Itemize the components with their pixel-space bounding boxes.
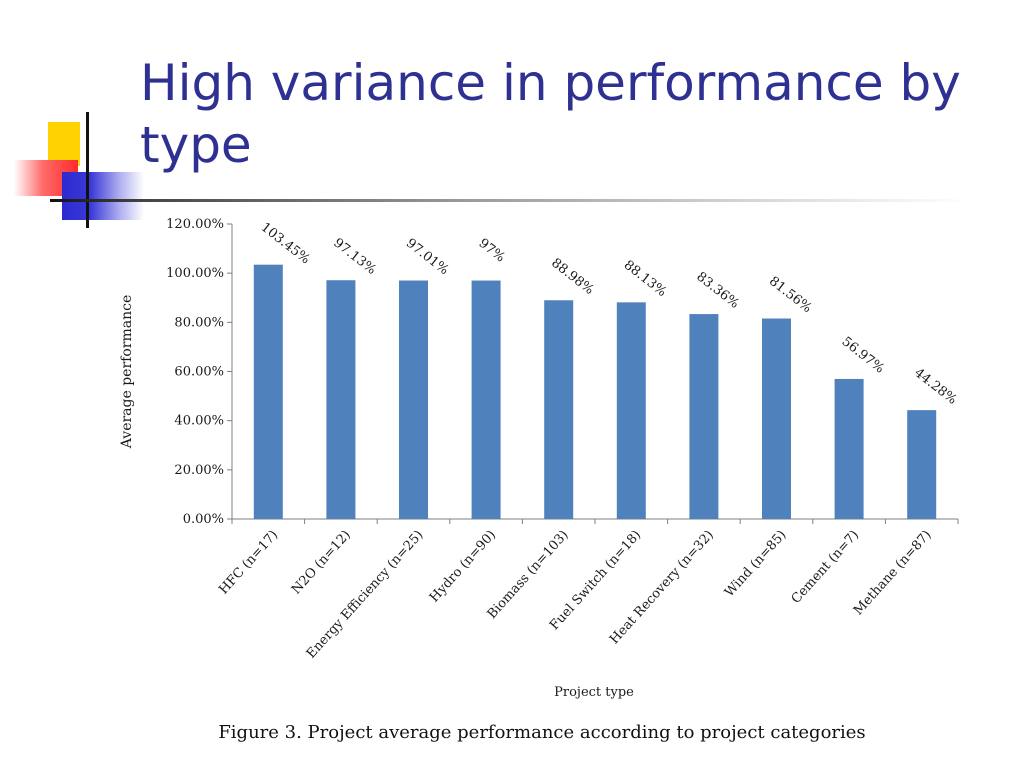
y-tick-label: 40.00% (174, 414, 224, 429)
data-label: 83.36% (693, 269, 741, 311)
data-label: 81.56% (766, 274, 814, 316)
data-label: 97.01% (403, 236, 451, 278)
y-tick-label: 120.00% (166, 217, 224, 232)
y-axis: 0.00% 20.00% 40.00% 60.00% 80.00% 100.00% 120.… (166, 217, 233, 527)
x-tick-label: Wind (n=85) (722, 528, 789, 601)
x-tick-label: Biomass (n=103) (485, 528, 572, 622)
y-tick-label: 100.00% (166, 266, 224, 281)
title-underline (50, 199, 970, 202)
x-tick-label: Hydro (n=90) (427, 528, 499, 606)
x-axis: HFC (n=17) N2O (n=12)Energy Efficiency (n… (216, 518, 959, 662)
y-axis-label: Average performance (119, 295, 135, 449)
bar-series (253, 264, 937, 519)
x-tick-label: Cement (n=7) (789, 528, 862, 607)
bar (544, 300, 574, 519)
decorative-blue-square (62, 172, 144, 220)
data-label: 44.28% (911, 365, 959, 407)
slide-title: High variance in performance by type (140, 54, 961, 174)
decorative-vertical-line (86, 112, 89, 228)
bar (762, 318, 791, 519)
y-tick-label: 20.00% (174, 463, 224, 478)
data-label: 97% (476, 236, 508, 266)
bar (689, 314, 719, 519)
x-tick-label: Energy Efficiency (n=25) (304, 528, 427, 662)
y-tick-label: 80.00% (174, 315, 224, 330)
data-label: 88.13% (621, 258, 669, 300)
data-label: 103.45% (258, 220, 313, 267)
data-label: 97.13% (330, 236, 378, 278)
data-label: 56.97% (839, 334, 887, 376)
x-axis-label: Project type (554, 685, 634, 700)
bar (471, 280, 501, 519)
bar (834, 378, 864, 519)
bar (907, 410, 937, 519)
bar (253, 264, 283, 519)
bar (616, 302, 646, 519)
x-tick-label: Methane (n=87) (851, 528, 935, 619)
x-tick-label: N2O (n=12) (289, 528, 354, 598)
bar (326, 280, 356, 519)
figure-caption: Figure 3. Project average performance ac… (218, 722, 866, 743)
data-label: 88.98% (548, 256, 596, 298)
y-tick-label: 0.00% (183, 512, 224, 527)
y-tick-label: 60.00% (174, 365, 224, 380)
x-tick-label: HFC (n=17) (216, 528, 281, 598)
decorative-yellow-square (48, 122, 80, 166)
bar (399, 280, 428, 519)
